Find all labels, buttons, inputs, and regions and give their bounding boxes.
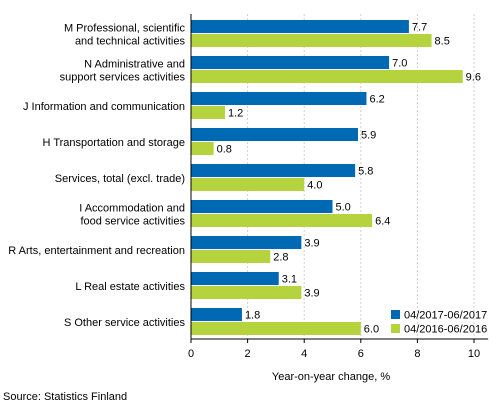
legend-label: 04/2016-06/2016 <box>404 324 487 336</box>
bar-series1 <box>191 272 279 285</box>
x-tick-label: 4 <box>301 348 307 360</box>
data-label: 2.8 <box>273 252 288 264</box>
x-tick-label: 0 <box>188 348 194 360</box>
bar-series1 <box>191 128 358 141</box>
data-label: 5.0 <box>336 202 351 214</box>
data-label: 6.0 <box>364 324 379 336</box>
bar-series2 <box>191 286 302 299</box>
category-label: and technical activities <box>75 36 186 48</box>
bar-series1 <box>191 236 302 249</box>
bar-series2 <box>191 70 463 83</box>
bar-series1 <box>191 56 390 69</box>
x-tick-label: 8 <box>414 348 420 360</box>
legend-swatch <box>391 324 400 333</box>
data-label: 3.9 <box>304 238 319 250</box>
category-label: L Real estate activities <box>75 281 185 293</box>
data-label: 4.0 <box>307 180 322 192</box>
x-tick-label: 2 <box>245 348 251 360</box>
data-label: 8.5 <box>435 36 450 48</box>
bar-series1 <box>191 92 367 105</box>
legend-swatch <box>391 310 400 319</box>
bar-series1 <box>191 164 356 177</box>
bar-series1 <box>191 308 242 321</box>
bar-series2 <box>191 322 361 335</box>
bar-series2 <box>191 142 214 155</box>
bar-series2 <box>191 34 432 47</box>
data-label: 7.7 <box>412 22 427 34</box>
data-label: 0.8 <box>217 144 232 156</box>
category-label: R Arts, entertainment and recreation <box>8 245 185 257</box>
bar-series2 <box>191 250 271 263</box>
bar-series2 <box>191 106 225 119</box>
data-label: 5.9 <box>361 130 376 142</box>
bar-series2 <box>191 214 373 227</box>
x-tick-label: 10 <box>468 348 480 360</box>
category-label: N Administrative and <box>84 59 185 71</box>
bar-series1 <box>191 20 409 33</box>
data-label: 7.0 <box>392 58 407 70</box>
data-label: 1.8 <box>245 310 260 322</box>
data-label: 6.4 <box>375 216 390 228</box>
x-axis-title: Year-on-year change, % <box>272 371 390 383</box>
category-label: S Other service activities <box>64 317 186 329</box>
data-label: 9.6 <box>466 72 481 84</box>
data-label: 3.1 <box>282 274 297 286</box>
category-label: J Information and communication <box>23 101 185 113</box>
category-label: M Professional, scientific <box>64 23 186 35</box>
data-label: 6.2 <box>369 94 384 106</box>
category-label: H Transportation and storage <box>43 137 185 149</box>
data-label: 1.2 <box>228 108 243 120</box>
source-note: Source: Statistics Finland <box>3 391 128 403</box>
category-label: support services activities <box>60 72 186 84</box>
x-tick-label: 6 <box>358 348 364 360</box>
legend-label: 04/2017-06/2017 <box>404 310 487 322</box>
bar-series1 <box>191 200 333 213</box>
category-label: Services, total (excl. trade) <box>55 173 185 185</box>
bar-series2 <box>191 178 305 191</box>
category-label: food service activities <box>80 216 185 228</box>
data-label: 3.9 <box>304 288 319 300</box>
data-label: 5.8 <box>358 166 373 178</box>
category-label: I Accommodation and <box>79 203 185 215</box>
